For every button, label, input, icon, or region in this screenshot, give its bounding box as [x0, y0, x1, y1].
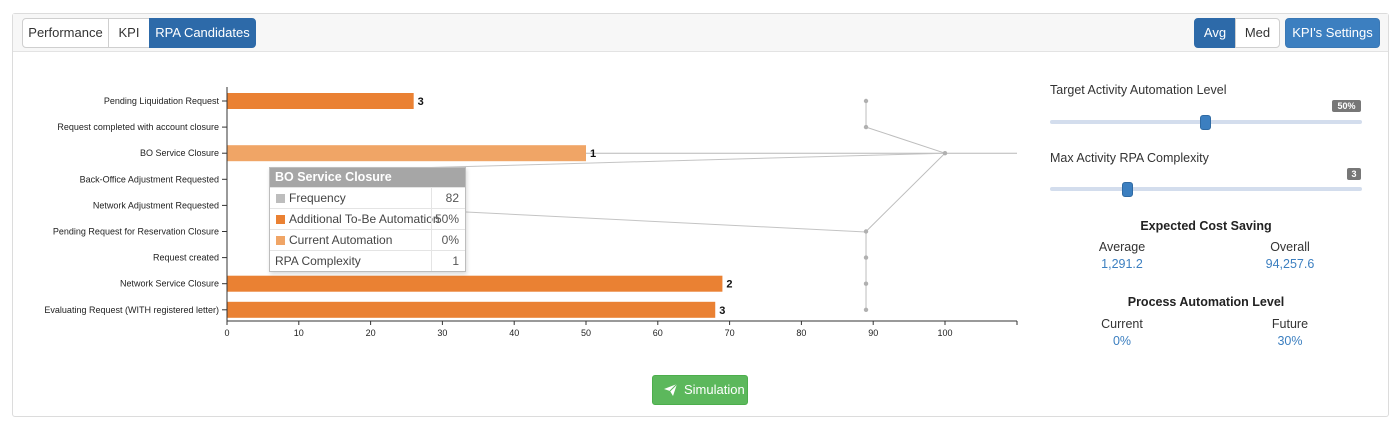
current-label: Current — [1101, 317, 1143, 331]
bar — [227, 145, 586, 162]
category-label: Network Service Closure — [120, 279, 219, 289]
max-complexity-badge: 3 — [1347, 168, 1361, 180]
category-label: Pending Liquidation Request — [104, 96, 220, 106]
cost-saving-title: Expected Cost Saving — [1140, 219, 1272, 233]
tooltip-label: Frequency — [289, 191, 346, 205]
tab-rpa-candidates[interactable]: RPA Candidates — [149, 18, 256, 48]
max-complexity-slider-handle[interactable] — [1122, 182, 1133, 197]
rpa-panel: Performance KPI RPA Candidates Avg Med K… — [12, 13, 1389, 417]
x-tick-label: 100 — [937, 328, 952, 338]
frequency-point — [863, 124, 869, 130]
current-value: 0% — [1112, 334, 1132, 348]
x-tick-label: 30 — [437, 328, 447, 338]
average-value: 1,291.2 — [1101, 257, 1143, 271]
x-tick-label: 40 — [509, 328, 519, 338]
bar-value-label: 3 — [418, 96, 424, 108]
x-tick-label: 90 — [868, 328, 878, 338]
bar — [227, 275, 723, 292]
tooltip-label: Current Automation — [289, 233, 393, 247]
current-automation-swatch — [276, 236, 285, 245]
frequency-point — [863, 255, 869, 260]
tooltip-value: 0% — [431, 230, 465, 250]
category-label: Pending Request for Reservation Closure — [53, 227, 219, 237]
frequency-line — [865, 101, 946, 310]
bar-value-label: 1 — [590, 148, 596, 160]
future-label: Future — [1271, 317, 1309, 331]
tooltip-value: 82 — [431, 188, 465, 208]
bar-value-label: 2 — [726, 279, 732, 291]
tooltip-label: RPA Complexity — [275, 254, 361, 268]
tooltip-title: BO Service Closure — [270, 168, 465, 187]
overall-label: Overall — [1270, 240, 1310, 254]
overall-value: 94,257.6 — [1265, 257, 1315, 271]
average-label: Average — [1098, 240, 1146, 254]
tooltip-row-additional-automation: Additional To-Be Automation 50% — [270, 208, 465, 229]
x-tick-label: 20 — [366, 328, 376, 338]
additional-automation-swatch — [276, 215, 285, 224]
med-button[interactable]: Med — [1235, 18, 1280, 48]
kpi-settings-button[interactable]: KPI's Settings — [1285, 18, 1380, 48]
x-tick-label: 70 — [725, 328, 735, 338]
x-tick-label: 80 — [796, 328, 806, 338]
frequency-point — [863, 229, 869, 234]
tooltip-row-rpa-complexity: RPA Complexity 1 — [270, 250, 465, 271]
future-value: 30% — [1277, 334, 1303, 348]
frequency-swatch — [276, 194, 285, 203]
simulation-label: Simulation — [684, 382, 745, 397]
category-label: Evaluating Request (WITH registered lett… — [44, 305, 219, 315]
frequency-point — [942, 151, 948, 156]
category-label: Network Adjustment Requested — [93, 200, 219, 210]
tooltip-row-current-automation: Current Automation 0% — [270, 229, 465, 250]
frequency-point — [863, 307, 869, 312]
tab-performance[interactable]: Performance — [22, 18, 109, 48]
bar-value-label: 3 — [719, 305, 725, 317]
tab-kpi[interactable]: KPI — [108, 18, 150, 48]
x-tick-label: 50 — [581, 328, 591, 338]
tooltip-row-frequency: Frequency 82 — [270, 187, 465, 208]
category-label: Request created — [153, 253, 219, 263]
x-tick-label: 10 — [294, 328, 304, 338]
avg-button[interactable]: Avg — [1194, 18, 1236, 48]
max-complexity-slider[interactable] — [1050, 187, 1362, 191]
target-automation-badge: 50% — [1332, 100, 1361, 112]
target-automation-slider-handle[interactable] — [1200, 115, 1211, 130]
tooltip-value: 50% — [431, 209, 465, 229]
target-automation-label: Target Activity Automation Level — [1050, 83, 1227, 97]
tooltip-connector — [465, 211, 867, 233]
simulation-button[interactable]: Simulation — [652, 375, 748, 405]
x-tick-label: 60 — [653, 328, 663, 338]
frequency-point — [863, 98, 869, 104]
chart-tooltip: BO Service Closure Frequency 82 Addition… — [269, 167, 466, 272]
x-tick-label: 0 — [224, 328, 229, 338]
tooltip-value: 1 — [431, 251, 465, 271]
category-label: Back-Office Adjustment Requested — [80, 174, 219, 184]
automation-level-title: Process Automation Level — [1127, 295, 1285, 309]
bar — [227, 93, 414, 109]
category-label: Request completed with account closure — [57, 122, 219, 132]
category-label: BO Service Closure — [140, 148, 219, 158]
tooltip-label: Additional To-Be Automation — [289, 212, 440, 226]
bar — [227, 301, 716, 318]
frequency-point — [863, 281, 869, 286]
max-complexity-label: Max Activity RPA Complexity — [1050, 151, 1209, 165]
toolbar: Performance KPI RPA Candidates Avg Med K… — [13, 14, 1388, 52]
rpa-candidates-chart: Pending Liquidation Request Request compl… — [44, 87, 1018, 338]
paper-plane-icon — [664, 384, 677, 396]
